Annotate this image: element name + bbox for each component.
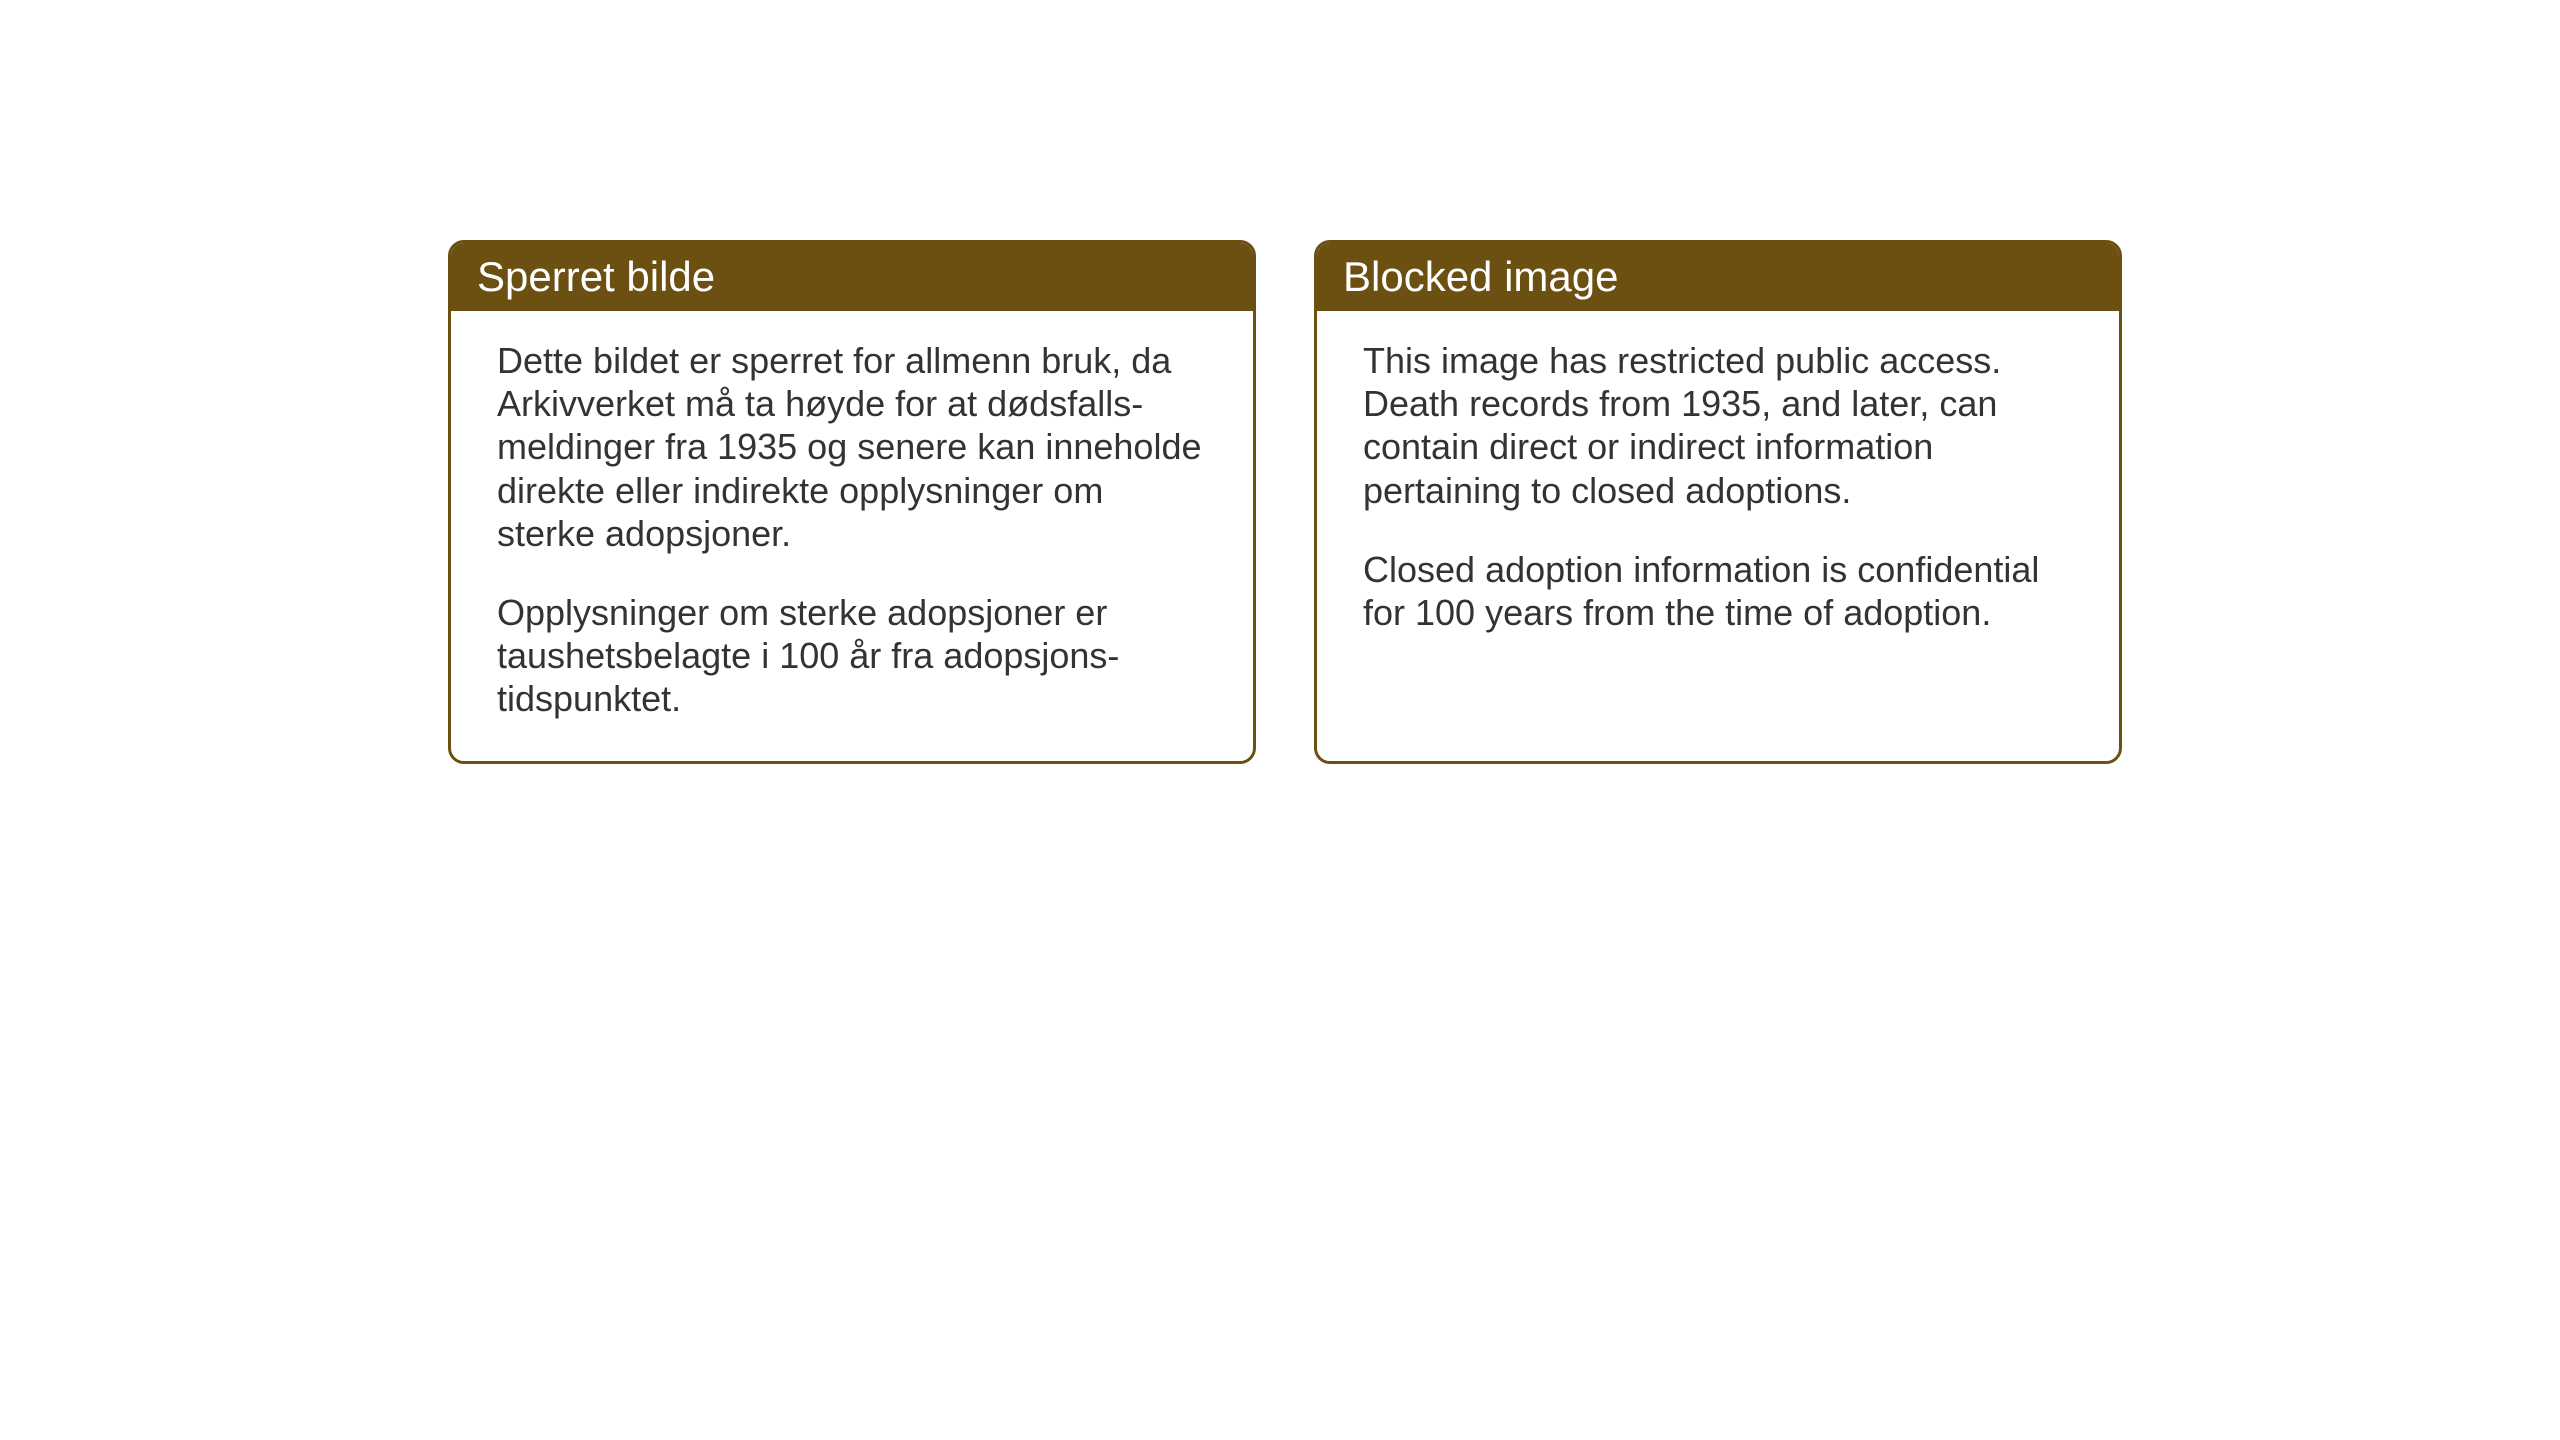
card-title-english: Blocked image <box>1343 253 1618 300</box>
card-title-norwegian: Sperret bilde <box>477 253 715 300</box>
notice-card-norwegian: Sperret bilde Dette bildet er sperret fo… <box>448 240 1256 764</box>
card-header-norwegian: Sperret bilde <box>451 243 1253 311</box>
card-paragraph-1-english: This image has restricted public access.… <box>1363 339 2073 512</box>
card-body-english: This image has restricted public access.… <box>1317 311 2119 674</box>
card-paragraph-2-norwegian: Opplysninger om sterke adopsjoner er tau… <box>497 591 1207 721</box>
notice-card-english: Blocked image This image has restricted … <box>1314 240 2122 764</box>
card-paragraph-2-english: Closed adoption information is confident… <box>1363 548 2073 634</box>
card-paragraph-1-norwegian: Dette bildet er sperret for allmenn bruk… <box>497 339 1207 555</box>
card-header-english: Blocked image <box>1317 243 2119 311</box>
card-body-norwegian: Dette bildet er sperret for allmenn bruk… <box>451 311 1253 761</box>
notice-container: Sperret bilde Dette bildet er sperret fo… <box>0 0 2560 764</box>
